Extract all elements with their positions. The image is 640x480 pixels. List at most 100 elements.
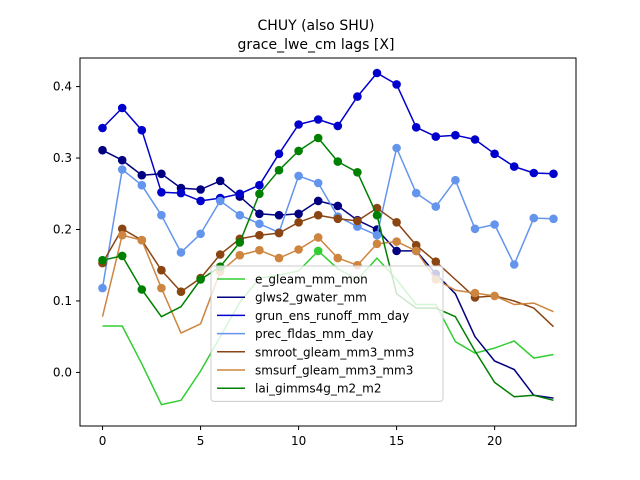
series-point-3-0 <box>98 283 107 293</box>
series-point-4-6 <box>215 250 225 259</box>
axis-ticks: 0 5 10 15 20 0.0 0.1 0.2 0.3 0.4 <box>53 80 502 448</box>
legend: e_gleam_mm_mon glws2_gwater_mm grun_ens_ru… <box>210 265 444 402</box>
series-point-2-21 <box>509 162 519 171</box>
series-point-4-17 <box>431 257 441 267</box>
series-point-6-5 <box>196 275 205 284</box>
plot-frame <box>79 57 577 427</box>
series-point-3-8 <box>255 219 264 229</box>
series-point-3-23 <box>549 214 558 224</box>
series-point-2-11 <box>313 115 323 124</box>
series-point-5-7 <box>235 250 245 260</box>
legend-label-4: smroot_gleam_mm3_mm3 <box>255 345 414 359</box>
series-point-2-14 <box>372 68 382 78</box>
series-point-5-10 <box>294 245 303 254</box>
series-point-5-16 <box>411 246 421 256</box>
series-point-3-11 <box>313 178 323 188</box>
series-point-1-5 <box>196 185 205 194</box>
legend-label-3: prec_fldas_mm_day <box>255 327 374 341</box>
series-point-4-12 <box>333 214 343 224</box>
series-point-2-15 <box>392 80 401 89</box>
series-point-2-1 <box>117 103 127 113</box>
legend-label-5: smsurf_gleam_mm3_mm3 <box>255 364 413 378</box>
series-point-1-8 <box>255 209 264 219</box>
series-point-5-3 <box>157 283 166 293</box>
series-point-6-8 <box>255 189 264 199</box>
series-point-3-4 <box>176 248 186 257</box>
plot-area <box>98 68 558 406</box>
series-point-3-16 <box>411 188 421 198</box>
series-point-1-9 <box>274 210 284 220</box>
series-point-5-19 <box>470 288 480 298</box>
series-point-2-10 <box>294 120 303 129</box>
series-point-3-6 <box>215 196 225 206</box>
chart-title: CHUY (also SHU) <box>258 18 375 34</box>
series-point-3-1 <box>117 165 127 174</box>
series-point-4-11 <box>313 210 323 220</box>
series-point-2-0 <box>98 123 107 133</box>
y-tick-label-1: 0.1 <box>53 294 72 308</box>
legend-label-0: e_gleam_mm_mon <box>255 273 368 287</box>
y-tick-label-3: 0.3 <box>53 151 72 165</box>
x-tick-label-0: 0 <box>99 434 107 448</box>
x-tick-label-4: 20 <box>487 434 502 448</box>
series-point-5-11 <box>313 233 323 242</box>
series-point-6-1 <box>117 251 127 261</box>
series-point-3-22 <box>529 213 539 223</box>
series-point-6-11 <box>313 133 323 143</box>
series-point-6-7 <box>235 238 245 247</box>
x-tick-label-3: 15 <box>389 434 404 448</box>
series-point-3-2 <box>137 180 147 190</box>
y-tick-label-2: 0.2 <box>53 222 72 236</box>
series-point-3-21 <box>509 260 519 269</box>
series-point-4-3 <box>157 265 166 275</box>
x-tick-label-2: 10 <box>291 434 306 448</box>
series-point-2-18 <box>451 130 460 140</box>
series-point-2-12 <box>333 121 343 131</box>
series-point-3-18 <box>451 175 460 185</box>
series-point-1-11 <box>313 196 323 206</box>
series-point-1-3 <box>157 169 166 179</box>
series-point-6-14 <box>372 210 382 220</box>
series-point-5-12 <box>333 253 343 263</box>
series-line-6 <box>102 137 554 402</box>
y-tick-label-4: 0.4 <box>53 80 72 94</box>
series-point-1-0 <box>98 145 107 155</box>
series-point-3-3 <box>157 210 166 220</box>
series-point-1-1 <box>117 155 127 165</box>
series-line-0 <box>102 250 554 406</box>
series-point-2-23 <box>549 169 558 179</box>
series-point-2-17 <box>431 132 441 141</box>
series-point-1-12 <box>333 201 343 211</box>
x-tick-label-1: 5 <box>197 434 205 448</box>
series-point-5-9 <box>274 253 284 263</box>
series-point-2-22 <box>529 168 539 178</box>
series-point-4-4 <box>176 287 186 297</box>
series-point-4-1 <box>117 224 127 234</box>
series-point-3-19 <box>470 224 480 234</box>
series-point-3-20 <box>490 220 499 229</box>
series-point-3-7 <box>235 210 245 220</box>
series-point-3-5 <box>196 229 205 239</box>
series-point-3-17 <box>431 202 441 211</box>
series-point-5-8 <box>255 245 264 255</box>
series-point-2-8 <box>255 180 264 190</box>
legend-box <box>210 265 444 402</box>
legend-label-2: grun_ens_runoff_mm_day <box>255 309 409 323</box>
series-point-4-13 <box>353 216 362 226</box>
series-point-2-3 <box>157 188 166 197</box>
series-point-2-5 <box>196 196 205 206</box>
series-point-2-2 <box>137 125 147 135</box>
series-point-5-1 <box>117 230 127 240</box>
series-point-3-14 <box>372 230 382 240</box>
series-point-4-9 <box>274 228 284 238</box>
series-point-5-20 <box>490 291 499 301</box>
legend-label-6: lai_gimms4g_m2_m2 <box>255 382 382 396</box>
series-point-2-16 <box>411 123 421 132</box>
series-point-3-15 <box>392 143 401 153</box>
series-point-6-10 <box>294 146 303 156</box>
series-point-1-15 <box>392 246 401 256</box>
series-point-4-10 <box>294 218 303 227</box>
y-tick-label-0: 0.0 <box>53 365 72 379</box>
series-point-2-4 <box>176 188 186 198</box>
series-point-1-6 <box>215 176 225 186</box>
